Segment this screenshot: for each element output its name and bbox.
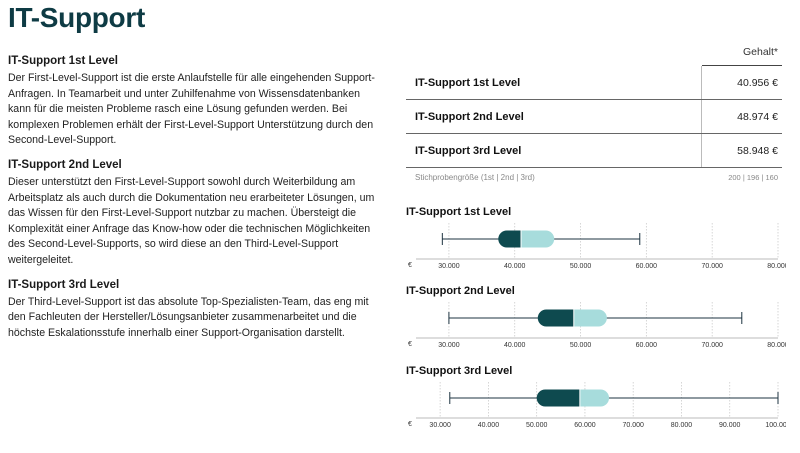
salary-amount: 58.948 € xyxy=(737,145,778,157)
description-heading: IT-Support 3rd Level xyxy=(8,278,120,291)
sample-size-row: Stichprobengröße (1st | 2nd | 3rd) 200 |… xyxy=(406,168,782,188)
description-text: Der First-Level-Support ist die erste An… xyxy=(8,72,375,147)
tick-label: 60.000 xyxy=(636,263,658,270)
salary-row: IT-Support 1st Level 40.956 € xyxy=(406,66,782,100)
salary-role: IT-Support 3rd Level xyxy=(415,145,522,157)
boxplot-title: IT-Support 3rd Level xyxy=(406,365,513,377)
tick-label: 60.000 xyxy=(636,342,658,349)
salary-row: IT-Support 3rd Level 58.948 € xyxy=(406,134,782,168)
tick-label: 50.000 xyxy=(526,422,548,429)
tick-label: 60.000 xyxy=(574,422,596,429)
sample-size-values: 200 | 196 | 160 xyxy=(728,173,778,182)
description-heading: IT-Support 2nd Level xyxy=(8,158,122,171)
description-2nd-level: IT-Support 2nd Level Dieser unterstützt … xyxy=(8,159,380,269)
salary-table: Gehalt* IT-Support 1st Level 40.956 € IT… xyxy=(406,40,782,188)
tick-label: 80.000 xyxy=(767,263,786,270)
boxplot-3rd-level: IT-Support 3rd Level €30.000 40.000 50.000… xyxy=(406,365,786,429)
tick-label: 100.000 xyxy=(765,422,786,429)
box-lower-quartile xyxy=(498,230,522,248)
header-divider xyxy=(702,65,782,66)
column-divider xyxy=(701,134,702,167)
tick-label: 80.000 xyxy=(671,422,693,429)
tick-label: 70.000 xyxy=(622,422,644,429)
salary-amount: 48.974 € xyxy=(737,111,778,123)
description-heading: IT-Support 1st Level xyxy=(8,55,118,67)
boxplot-title: IT-Support 1st Level xyxy=(406,206,512,218)
salary-column-header: Gehalt* xyxy=(742,46,778,58)
description-text: Dieser unterstützt den First-Level-Suppo… xyxy=(8,175,375,266)
page-title: IT-Support xyxy=(8,2,145,33)
column-divider xyxy=(701,66,702,99)
tick-label: 80.000 xyxy=(767,342,786,349)
descriptions-column: IT-Support 1st Level Der First-Level-Sup… xyxy=(8,55,380,351)
tick-label: 40.000 xyxy=(504,263,526,270)
boxplot-1st-level: IT-Support 1st Level €30.000 40.000 50.000… xyxy=(406,206,786,270)
box-upper-quartile xyxy=(579,389,610,407)
tick-label: 40.000 xyxy=(504,342,526,349)
tick-label: 30.000 xyxy=(438,342,460,349)
boxplot-chart: €30.000 40.000 50.000 60.000 70.000 80.000 xyxy=(408,302,786,349)
boxplot-chart: €30.000 40.000 50.000 60.000 70.000 80.000 xyxy=(408,223,786,270)
currency-label: € xyxy=(408,421,412,428)
tick-label: 50.000 xyxy=(570,263,592,270)
boxplot-2nd-level: IT-Support 2nd Level €30.000 40.000 50.000… xyxy=(406,285,786,349)
description-text: Der Third-Level-Support ist das absolute… xyxy=(8,295,369,339)
description-3rd-level: IT-Support 3rd Level Der Third-Level-Sup… xyxy=(8,279,380,342)
sample-size-label: Stichprobengröße (1st | 2nd | 3rd) xyxy=(415,173,535,182)
tick-label: 50.000 xyxy=(570,342,592,349)
salary-role: IT-Support 2nd Level xyxy=(415,111,524,123)
column-divider xyxy=(701,100,702,133)
box-upper-quartile xyxy=(573,309,607,327)
tick-label: 30.000 xyxy=(438,263,460,270)
salary-row: IT-Support 2nd Level 48.974 € xyxy=(406,100,782,134)
tick-label: 70.000 xyxy=(701,342,723,349)
currency-label: € xyxy=(408,341,412,348)
box-upper-quartile xyxy=(521,230,555,248)
box-lower-quartile xyxy=(536,389,580,407)
currency-label: € xyxy=(408,262,412,269)
description-1st-level: IT-Support 1st Level Der First-Level-Sup… xyxy=(8,55,380,149)
salary-table-header: Gehalt* xyxy=(406,40,782,66)
box-lower-quartile xyxy=(537,309,574,327)
tick-label: 70.000 xyxy=(701,263,723,270)
tick-label: 30.000 xyxy=(429,422,451,429)
tick-label: 90.000 xyxy=(719,422,741,429)
boxplot-title: IT-Support 2nd Level xyxy=(406,285,515,297)
salary-role: IT-Support 1st Level xyxy=(415,77,521,89)
tick-label: 40.000 xyxy=(478,422,500,429)
boxplot-chart: €30.000 40.000 50.000 60.000 70.000 80.000 90.… xyxy=(408,382,786,429)
salary-amount: 40.956 € xyxy=(737,77,778,89)
